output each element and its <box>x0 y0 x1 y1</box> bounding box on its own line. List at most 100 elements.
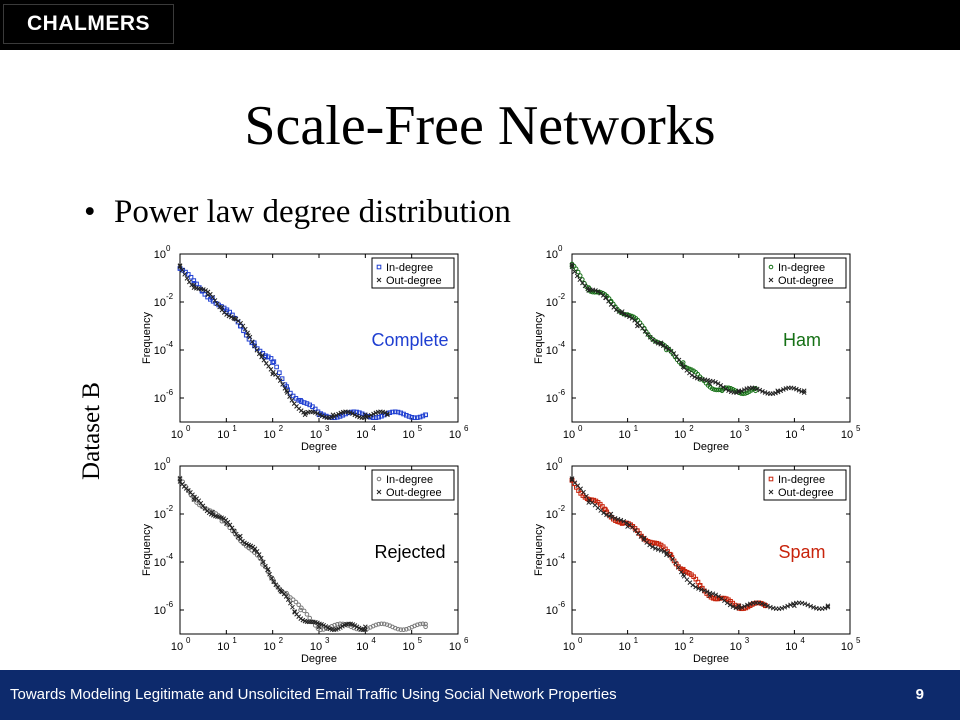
data-point <box>674 354 679 359</box>
data-point <box>376 414 381 420</box>
data-point <box>231 528 237 534</box>
chart-name-label: Rejected <box>374 542 445 562</box>
data-point <box>619 309 625 314</box>
data-point <box>385 412 390 418</box>
data-point <box>292 609 298 615</box>
x-tick-exponent: 0 <box>578 636 583 645</box>
data-point <box>716 594 721 599</box>
data-point <box>290 597 296 602</box>
legend-marker <box>768 476 774 482</box>
data-point <box>714 387 719 393</box>
data-point <box>423 624 428 630</box>
data-point <box>373 622 379 628</box>
x-axis-label: Degree <box>301 441 337 453</box>
data-point <box>271 579 277 585</box>
data-point <box>191 497 197 502</box>
data-point <box>177 476 183 481</box>
legend-marker <box>768 489 774 495</box>
dataset-label-text: Dataset B <box>78 382 105 480</box>
data-point <box>792 603 797 609</box>
data-point <box>261 357 267 363</box>
x-tick-label: 10 <box>217 641 229 653</box>
data-point <box>713 379 718 385</box>
legend-box <box>371 257 455 289</box>
legend-label: In-degree <box>386 262 433 274</box>
data-point <box>423 621 428 627</box>
top-bar: CHALMERS <box>0 0 960 50</box>
y-axis-label: Frequency <box>533 312 545 364</box>
y-axis-label: Frequency <box>141 312 153 364</box>
x-axis-label: Degree <box>693 653 729 665</box>
x-tick-exponent: 5 <box>856 636 861 645</box>
data-point <box>409 415 415 420</box>
data-point <box>401 627 406 633</box>
data-point <box>710 591 716 597</box>
data-point <box>679 361 684 367</box>
data-point <box>290 604 295 610</box>
y-tick-label: 10 <box>154 605 166 617</box>
x-tick-exponent: 0 <box>578 424 583 433</box>
data-point <box>653 546 658 551</box>
data-point <box>707 593 713 598</box>
data-point <box>608 511 614 517</box>
legend-marker <box>376 489 382 495</box>
data-point <box>762 602 767 608</box>
x-axis-label: Degree <box>301 653 337 665</box>
legend-label: In-degree <box>386 474 433 486</box>
data-point <box>604 512 609 518</box>
data-point <box>392 625 398 631</box>
legend-label: Out-degree <box>778 275 834 287</box>
data-point <box>288 595 293 600</box>
data-point <box>288 600 293 606</box>
data-point <box>595 289 601 295</box>
data-point <box>290 393 296 399</box>
data-point <box>390 409 395 415</box>
data-point <box>224 312 229 317</box>
data-point <box>415 415 420 420</box>
data-point <box>251 340 257 346</box>
y-tick-label: 10 <box>546 557 558 569</box>
data-point <box>299 605 304 611</box>
data-point <box>701 588 707 594</box>
data-series <box>569 476 831 612</box>
x-tick-exponent: 3 <box>745 636 750 645</box>
data-point <box>373 415 379 421</box>
y-tick-exponent: 0 <box>166 456 171 465</box>
data-point <box>801 390 807 396</box>
data-point <box>379 413 384 419</box>
data-point <box>340 412 346 418</box>
slide-title: Scale-Free Networks <box>244 95 716 157</box>
data-point <box>227 522 233 528</box>
x-tick-exponent: 3 <box>325 424 330 433</box>
data-point <box>379 621 384 627</box>
y-tick-label: 10 <box>546 345 558 357</box>
y-tick-label: 10 <box>154 557 166 569</box>
data-point <box>279 376 285 381</box>
data-point <box>768 604 773 610</box>
data-point <box>304 612 310 617</box>
y-tick-label: 10 <box>546 393 558 405</box>
data-point <box>401 411 406 417</box>
x-tick-label: 10 <box>841 429 853 441</box>
x-tick-label: 10 <box>449 429 461 441</box>
data-point <box>742 391 748 396</box>
x-tick-label: 10 <box>310 641 322 653</box>
data-point <box>398 627 404 632</box>
data-point <box>205 292 211 298</box>
data-point <box>398 410 404 416</box>
data-point <box>335 621 340 627</box>
data-point <box>362 412 368 418</box>
y-tick-exponent: -6 <box>166 600 174 609</box>
legend-box <box>763 469 847 501</box>
data-point <box>779 605 785 611</box>
legend-box <box>371 469 455 501</box>
data-point <box>724 600 730 606</box>
x-tick-exponent: 3 <box>325 636 330 645</box>
y-tick-exponent: -2 <box>558 292 566 301</box>
x-tick-exponent: 2 <box>689 636 694 645</box>
data-point <box>229 525 235 531</box>
data-point <box>210 294 215 300</box>
data-point <box>186 279 192 285</box>
data-point <box>726 388 731 394</box>
plot-complete: 10 0 10 -2 10 -4 10 -6 10 0 10 1 10 2 10 3 10 4 10 5 10 6 Degr… <box>136 244 476 454</box>
